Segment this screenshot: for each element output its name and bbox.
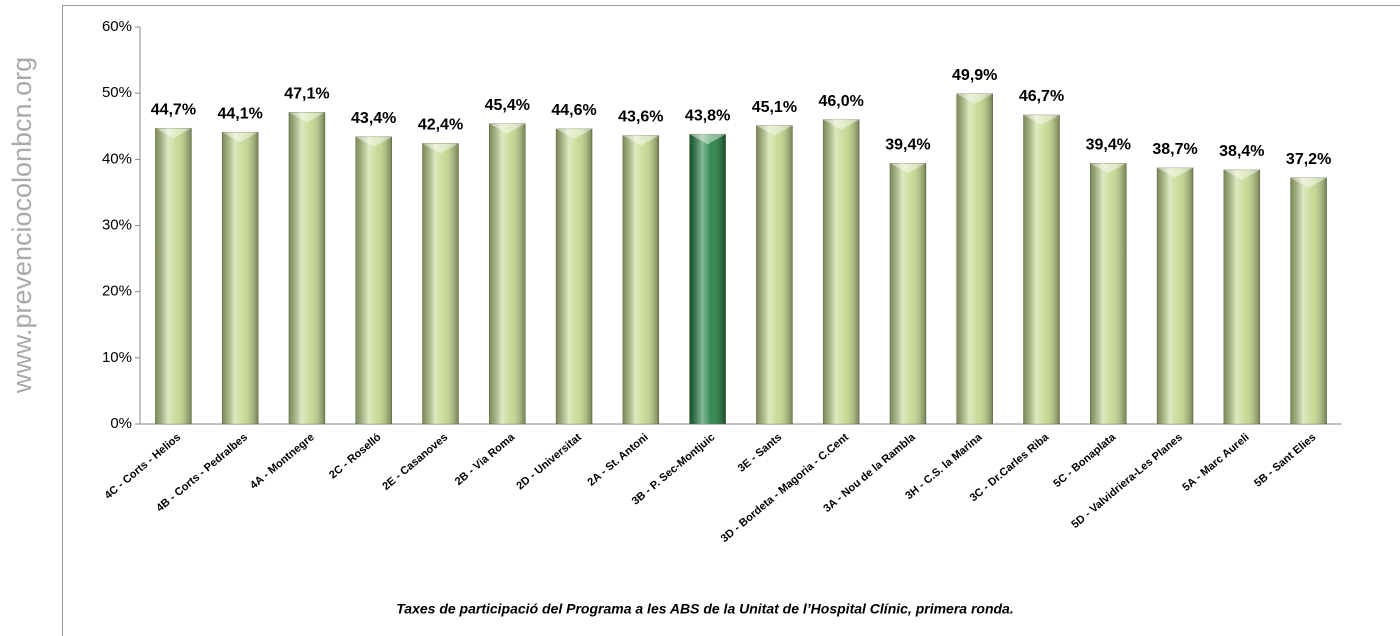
bar-shine (1090, 163, 1127, 424)
x-tick-label: 5B - Sant Elies (1252, 431, 1318, 489)
x-tick-label: 2E - Casanoves (380, 431, 450, 492)
x-tick-label: 5A - Marc Aureli (1180, 431, 1251, 494)
x-tick-label: 4A - Montnegre (248, 431, 317, 491)
y-tick-label: 60% (102, 18, 132, 35)
watermark: www.prevenciocolonbcn.org (7, 57, 37, 394)
bar-cap (756, 125, 793, 136)
x-tick-label: 2D - Universitat (514, 431, 584, 492)
bar-shine (756, 125, 793, 425)
bar-cap (622, 135, 659, 146)
y-tick-label: 10% (102, 349, 132, 366)
bar-shine (689, 134, 726, 424)
y-tick-label: 40% (102, 150, 132, 167)
value-label: 45,4% (485, 97, 530, 114)
y-tick-label: 20% (102, 283, 132, 300)
bar-shine (422, 143, 459, 424)
x-tick-label: 2A - St. Antoni (585, 431, 650, 488)
value-label: 42,4% (418, 117, 463, 134)
bar-shine (956, 93, 993, 424)
bar-cap (689, 134, 726, 145)
bar-cap (222, 132, 259, 143)
bar-cap (1023, 115, 1060, 126)
chart-frame (62, 5, 1400, 636)
value-label: 37,2% (1286, 151, 1331, 168)
value-label: 38,4% (1219, 143, 1264, 160)
bar-shine (355, 136, 392, 424)
value-label: 39,4% (885, 137, 930, 154)
bar-shine (556, 128, 593, 424)
value-label: 46,0% (818, 93, 863, 110)
bar-shine (889, 163, 926, 424)
x-tick-label: 5C - Bonaplata (1051, 431, 1118, 490)
bar-cap (1157, 167, 1194, 178)
bar-shine (622, 135, 659, 424)
value-label: 43,6% (618, 109, 663, 126)
value-label: 46,7% (1019, 88, 1064, 105)
y-tick-label: 30% (102, 216, 132, 233)
value-label: 49,9% (952, 67, 997, 84)
bar-shine (288, 112, 325, 424)
bar-cap (1090, 163, 1127, 174)
value-label: 45,1% (752, 99, 797, 116)
x-tick-label: 2B - Via Roma (453, 431, 518, 488)
bar-cap (155, 128, 192, 139)
bar-cap (288, 112, 325, 123)
bar-cap (956, 93, 993, 104)
bar-shine (823, 119, 860, 424)
bar-cap (1290, 177, 1327, 188)
bar-cap (355, 136, 392, 147)
value-label: 43,4% (351, 110, 396, 127)
value-label: 38,7% (1152, 141, 1197, 158)
value-label: 44,7% (151, 101, 196, 118)
bar-shine (1157, 167, 1194, 424)
bar-shine (489, 123, 526, 424)
bar-shine (222, 132, 259, 424)
bar-cap (556, 128, 593, 139)
caption: Taxes de participació del Programa a les… (396, 601, 1013, 617)
bar-shine (1223, 169, 1260, 424)
bar-cap (1223, 169, 1260, 180)
x-tick-label: 5D - Valvidriera-Les Planes (1069, 431, 1184, 531)
value-label: 39,4% (1086, 137, 1131, 154)
x-tick-label: 3E - Sants (736, 431, 784, 474)
y-tick-label: 50% (102, 84, 132, 101)
bar-cap (889, 163, 926, 174)
value-label: 47,1% (284, 86, 329, 103)
value-label: 44,6% (551, 102, 596, 119)
bar-cap (489, 123, 526, 134)
bar-shine (1290, 177, 1327, 424)
x-tick-label: 3D - Bordeta - Magoria - C.Cent (719, 431, 852, 545)
bar-shine (1023, 115, 1060, 425)
bar-cap (422, 143, 459, 154)
value-label: 44,1% (217, 105, 262, 122)
bar-shine (155, 128, 192, 425)
bar-cap (823, 119, 860, 130)
y-tick-label: 0% (110, 415, 132, 432)
x-tick-label: 2C - Roselló (327, 431, 384, 481)
value-label: 43,8% (685, 107, 730, 124)
